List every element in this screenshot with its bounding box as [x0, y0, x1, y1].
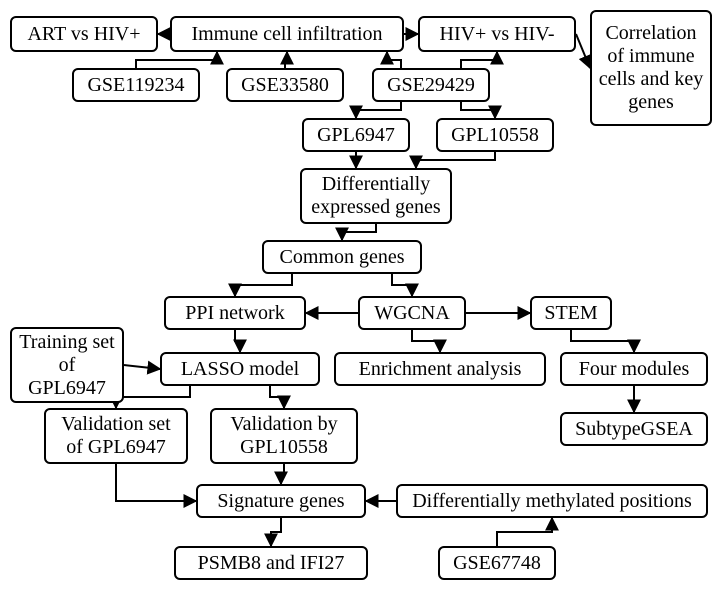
node-val6947: Validation set of GPL6947: [44, 408, 188, 464]
node-label: Validation by GPL10558: [218, 413, 350, 459]
node-label: GSE29429: [387, 74, 475, 97]
edge-gse29429-hiv_vs_hiv: [461, 52, 497, 68]
node-art_vs_hiv: ART vs HIV+: [10, 16, 158, 52]
node-label: HIV+ vs HIV-: [440, 23, 555, 46]
node-gse67748: GSE67748: [438, 546, 556, 580]
edge-lasso-val10558: [270, 386, 284, 408]
node-label: Immune cell infiltration: [191, 23, 382, 46]
node-label: Correlation of immune cells and key gene…: [598, 22, 704, 114]
node-wgcna: WGCNA: [358, 296, 466, 330]
edge-gpl10558-deg: [416, 152, 495, 168]
node-four_mod: Four modules: [560, 352, 708, 386]
node-stem: STEM: [530, 296, 612, 330]
edge-common-wgcna: [392, 274, 412, 296]
node-gse33580: GSE33580: [226, 68, 344, 102]
edge-deg-common: [342, 224, 376, 240]
node-label: GPL6947: [317, 124, 395, 147]
edge-val10558-sig_genes: [281, 464, 284, 484]
node-label: Differentially expressed genes: [308, 173, 444, 219]
node-sig_genes: Signature genes: [196, 484, 366, 518]
node-val10558: Validation by GPL10558: [210, 408, 358, 464]
node-gpl6947: GPL6947: [302, 118, 410, 152]
node-label: PPI network: [185, 302, 284, 325]
flowchart-canvas: ART vs HIV+ Immune cell infiltration HIV+ …: [0, 0, 725, 611]
edge-hiv_vs_hiv-corr: [576, 34, 590, 68]
edge-sig_genes-psmb8: [271, 518, 281, 546]
edge-common-ppi: [235, 274, 292, 296]
node-hiv_vs_hiv: HIV+ vs HIV-: [418, 16, 576, 52]
edge-gse29429-gpl6947: [356, 102, 401, 118]
node-label: STEM: [544, 302, 597, 325]
node-gse119234: GSE119234: [72, 68, 200, 102]
node-label: WGCNA: [374, 302, 450, 325]
node-label: SubtypeGSEA: [575, 418, 693, 441]
edge-gse67748-dmp: [497, 518, 552, 546]
edge-lasso-val6947: [116, 386, 190, 408]
edge-stem-four_mod: [571, 330, 634, 352]
edge-gse29429-gpl10558: [461, 102, 495, 118]
node-psmb8: PSMB8 and IFI27: [174, 546, 368, 580]
node-dmp: Differentially methylated positions: [396, 484, 708, 518]
node-label: GSE67748: [453, 552, 541, 575]
node-common: Common genes: [262, 240, 422, 274]
edge-gse119234-immune_infilt: [136, 52, 217, 68]
node-ppi: PPI network: [164, 296, 306, 330]
node-label: GPL10558: [451, 124, 539, 147]
node-label: ART vs HIV+: [27, 23, 140, 46]
node-label: GSE33580: [241, 74, 329, 97]
node-gpl10558: GPL10558: [436, 118, 554, 152]
node-label: Differentially methylated positions: [412, 490, 692, 513]
node-immune_infilt: Immune cell infiltration: [170, 16, 404, 52]
edge-gse33580-immune_infilt: [285, 52, 287, 68]
node-deg: Differentially expressed genes: [300, 168, 452, 224]
node-label: Signature genes: [217, 490, 344, 513]
edge-wgcna-enrich: [412, 330, 440, 352]
edge-ppi-lasso: [235, 330, 240, 352]
edge-val6947-sig_genes: [116, 464, 196, 501]
node-label: Common genes: [280, 246, 405, 269]
node-label: LASSO model: [181, 358, 299, 381]
node-subgse: SubtypeGSEA: [560, 412, 708, 446]
node-training: Training set of GPL6947: [10, 327, 124, 403]
node-label: Training set of GPL6947: [18, 331, 116, 400]
node-corr: Correlation of immune cells and key gene…: [590, 10, 712, 126]
edge-training-lasso: [124, 365, 160, 369]
node-enrich: Enrichment analysis: [334, 352, 546, 386]
node-gse29429: GSE29429: [372, 68, 490, 102]
edge-gse29429-immune_infilt: [387, 52, 401, 68]
node-label: Enrichment analysis: [359, 358, 522, 381]
node-label: GSE119234: [87, 74, 184, 97]
node-label: Validation set of GPL6947: [52, 413, 180, 459]
node-label: Four modules: [579, 358, 690, 381]
node-lasso: LASSO model: [160, 352, 320, 386]
node-label: PSMB8 and IFI27: [198, 552, 345, 575]
